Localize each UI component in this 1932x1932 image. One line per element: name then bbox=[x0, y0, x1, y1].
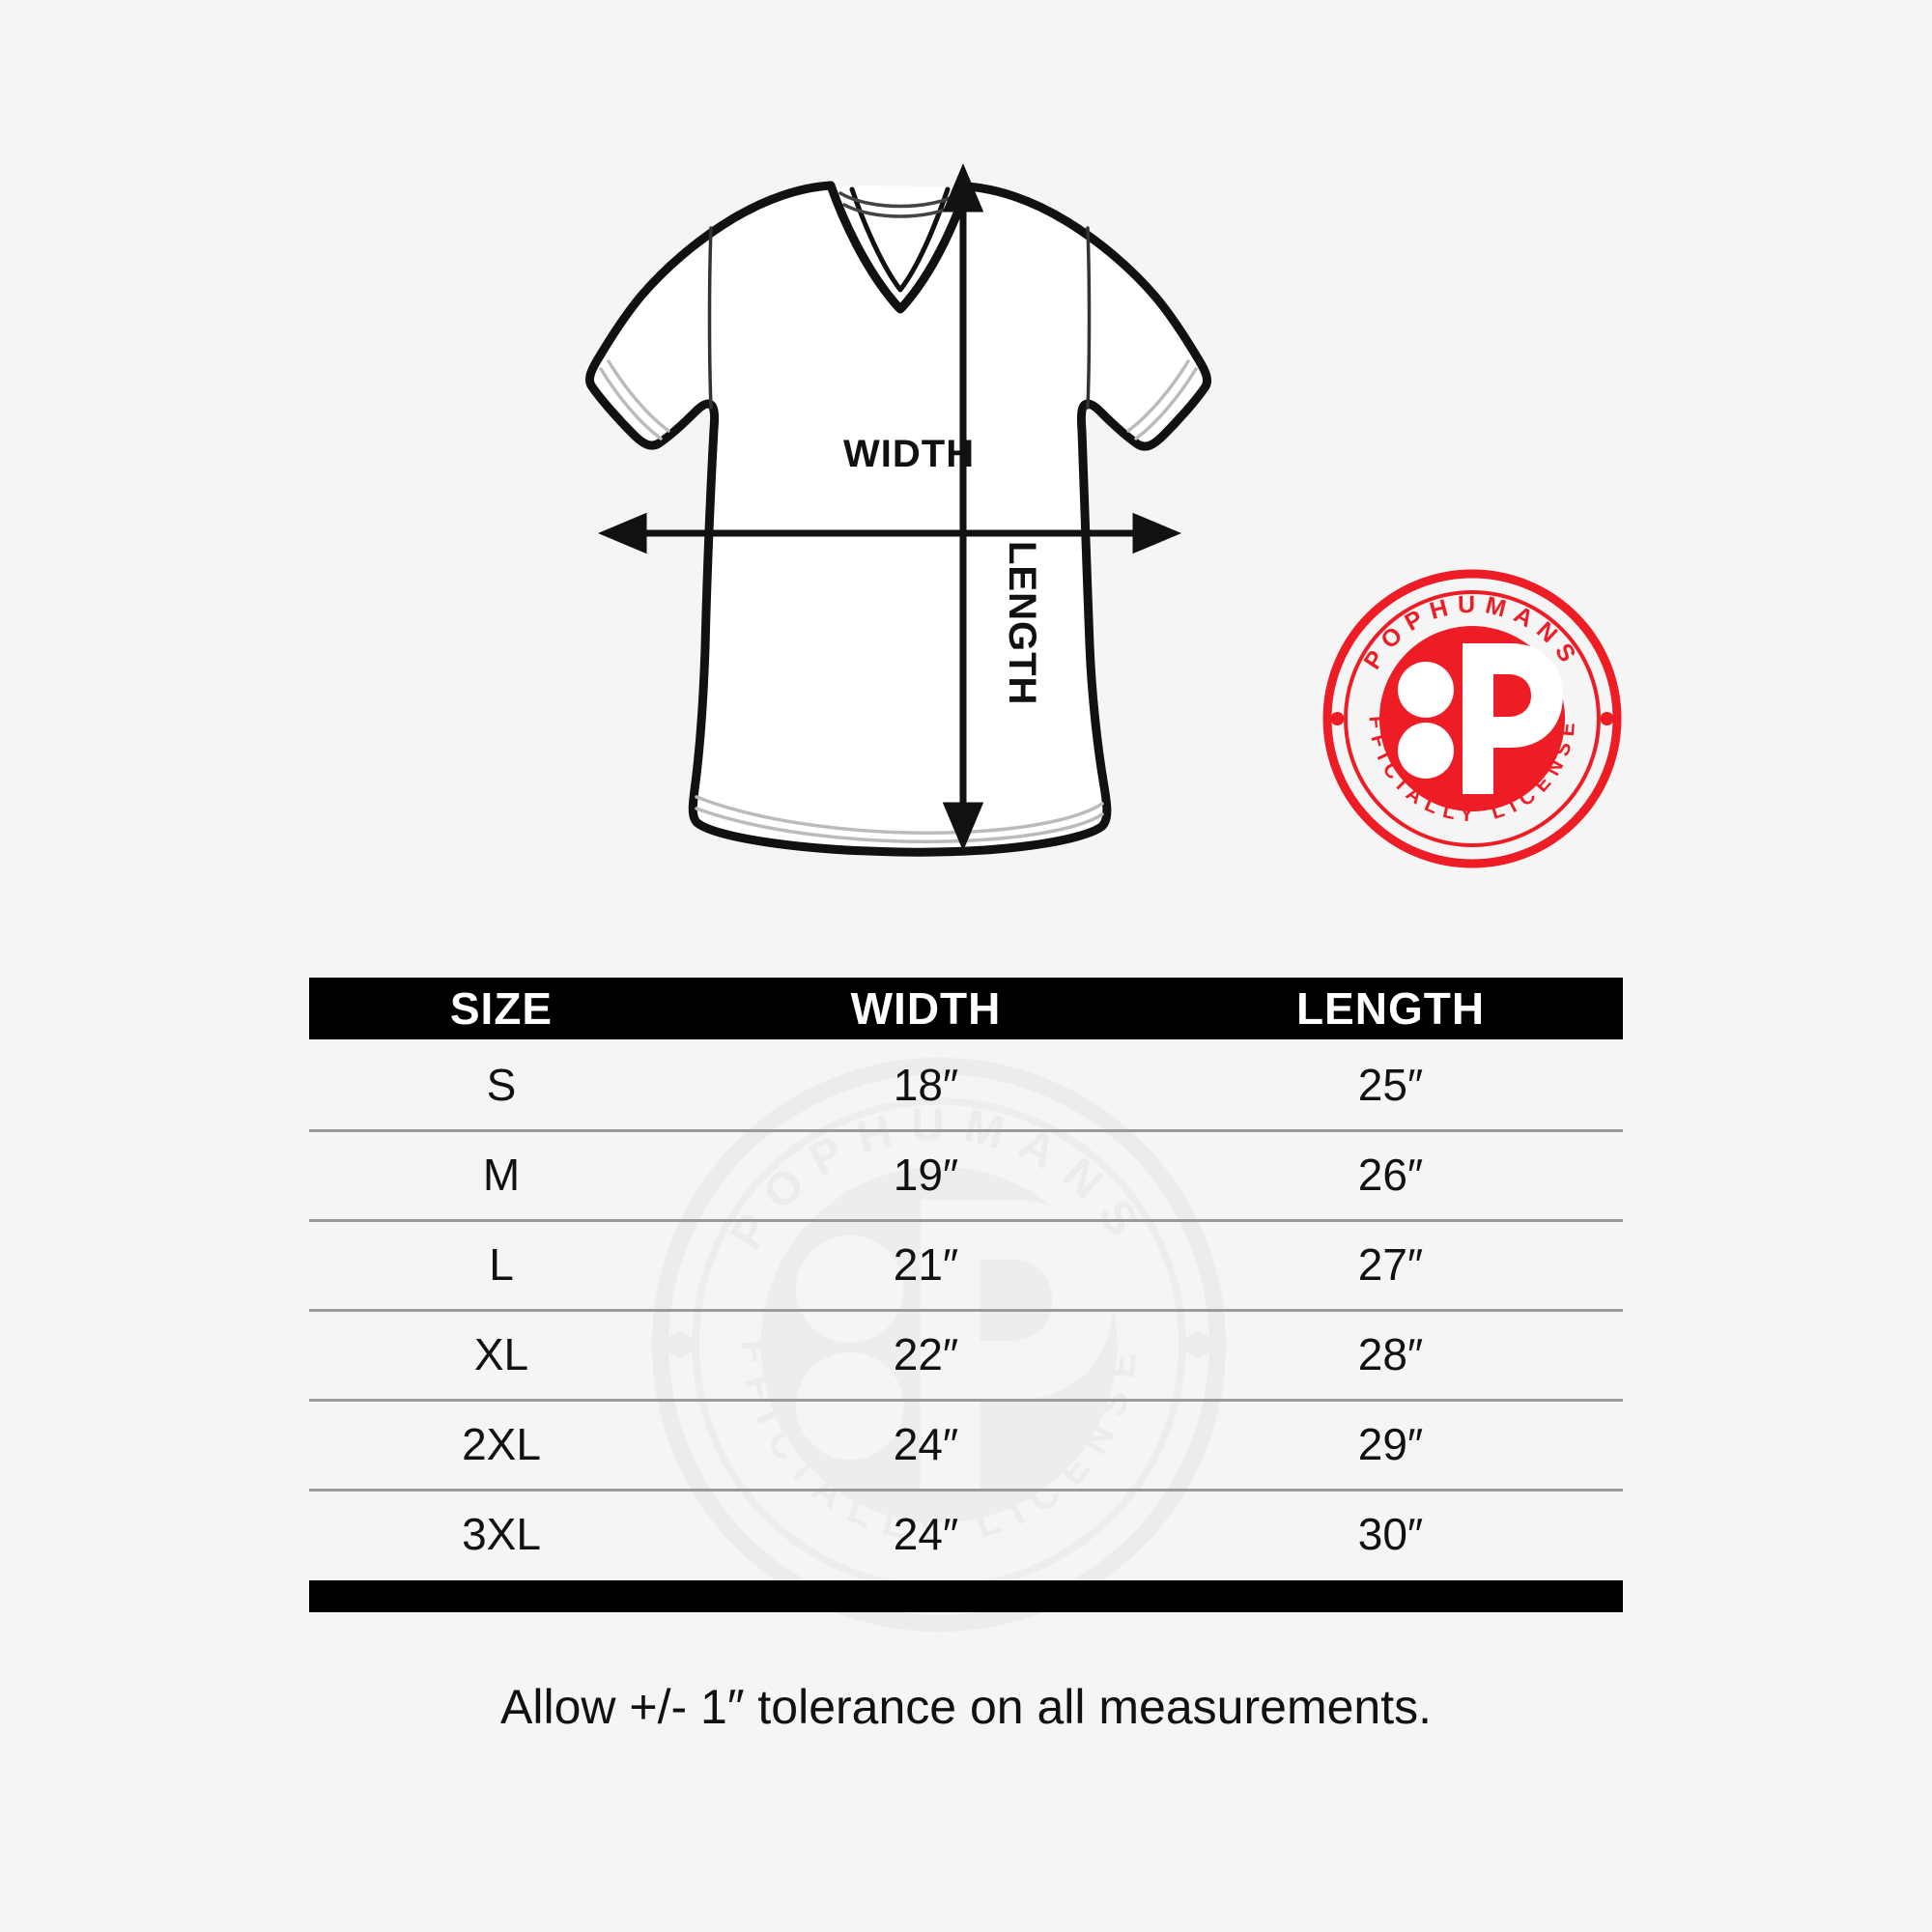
table-row: L 21″ 27″ bbox=[309, 1219, 1623, 1309]
cell-size: XL bbox=[473, 1328, 529, 1379]
cell-width: 18″ bbox=[893, 1059, 959, 1110]
table-row: M 19″ 26″ bbox=[309, 1129, 1623, 1219]
table-row: S 18″ 25″ bbox=[309, 1039, 1623, 1129]
tshirt-illustration bbox=[541, 164, 1275, 879]
cell-length: 29″ bbox=[1357, 1418, 1424, 1469]
table-row: XL 22″ 28″ bbox=[309, 1309, 1623, 1399]
cell-length: 26″ bbox=[1357, 1149, 1424, 1200]
width-dimension-label: WIDTH bbox=[843, 433, 976, 475]
cell-size: M bbox=[482, 1149, 521, 1200]
cell-size: L bbox=[489, 1238, 514, 1290]
size-table: SIZE WIDTH LENGTH S 18″ 25″ M 19″ 26″ L … bbox=[309, 978, 1623, 1612]
column-header-size: SIZE bbox=[449, 983, 554, 1034]
cell-size: 2XL bbox=[462, 1418, 541, 1469]
table-row: 2XL 24″ 29″ bbox=[309, 1399, 1623, 1489]
officially-licensed-badge: POPHUMANS OFFICIALLY LICENSED P bbox=[1321, 568, 1623, 869]
table-header-row: SIZE WIDTH LENGTH bbox=[309, 978, 1623, 1039]
cell-length: 30″ bbox=[1357, 1508, 1424, 1559]
cell-length: 25″ bbox=[1357, 1059, 1424, 1110]
cell-width: 21″ bbox=[893, 1238, 959, 1290]
cell-size: S bbox=[486, 1059, 517, 1110]
length-dimension-label: LENGTH bbox=[1001, 541, 1043, 706]
cell-width: 24″ bbox=[893, 1418, 959, 1469]
cell-width: 22″ bbox=[893, 1328, 959, 1379]
column-header-width: WIDTH bbox=[850, 983, 1002, 1034]
cell-width: 24″ bbox=[893, 1508, 959, 1559]
table-bottom-bar bbox=[309, 1580, 1623, 1612]
tolerance-note: Allow +/- 1″ tolerance on all measuremen… bbox=[500, 1680, 1432, 1734]
badge-monogram-p bbox=[1463, 643, 1563, 794]
cell-width: 19″ bbox=[893, 1149, 959, 1200]
cell-length: 28″ bbox=[1357, 1328, 1424, 1379]
table-row: 3XL 24″ 30″ bbox=[309, 1489, 1623, 1578]
column-header-length: LENGTH bbox=[1295, 983, 1486, 1034]
cell-length: 27″ bbox=[1357, 1238, 1424, 1290]
cell-size: 3XL bbox=[462, 1508, 541, 1559]
